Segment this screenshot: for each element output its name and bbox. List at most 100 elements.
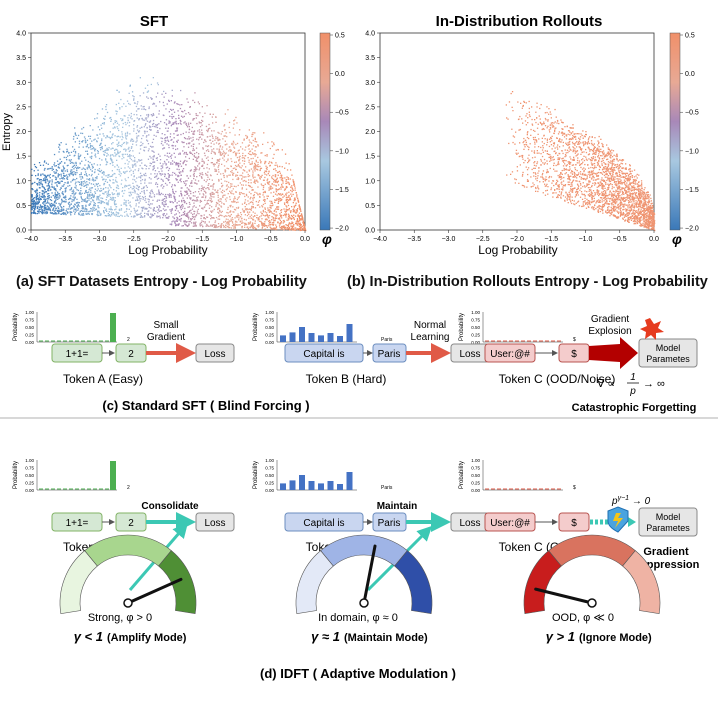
xtick-label: −2.5 [127, 236, 141, 243]
probability-bar-chart: 1.00 0.75 0.50 0.25 0.00 Probability [459, 310, 563, 345]
caption-d: (d) IDFT ( Adaptive Modulation ) [260, 666, 456, 681]
c-b-flow: Capital is Paris Loss Normal Learning To… [284, 320, 490, 386]
sft-title: SFT [140, 13, 168, 30]
xtick-label: −4.0 [24, 236, 38, 243]
c-c-model-2: Parametes [646, 354, 690, 364]
bar [280, 335, 286, 342]
bar-tick: 0.25 [471, 333, 480, 338]
bar-ylabel: Probability [459, 313, 465, 341]
gauge-maintain [295, 534, 433, 614]
d-c-model-2: Parametes [646, 523, 690, 533]
xtick-label: −4.0 [373, 236, 387, 243]
d-c-formula: pγ−1 → 0 [611, 495, 651, 507]
bar-tick: 1.00 [25, 310, 34, 315]
idr-xticks: −4.0 −3.5 −3.0 −2.5 −2.0 −1.5 −1.0 −0.5 0.0 [373, 230, 659, 243]
c-c-model-box [638, 338, 698, 368]
idr-title: In-Distribution Rollouts [436, 13, 603, 30]
c-a-arrow-label-1: Small [153, 320, 178, 331]
colorbar-tick: −2.0 [685, 226, 699, 233]
xtick-label: −0.5 [613, 236, 627, 243]
xtick-label: −2.0 [161, 236, 175, 243]
gauge-ignore [523, 534, 661, 614]
bar [289, 480, 296, 490]
bar-tick: 0.75 [265, 466, 274, 471]
d-b-loss: Loss [459, 518, 480, 529]
xtick-label: −3.5 [407, 236, 421, 243]
bar-tick: 0.50 [471, 325, 480, 330]
ytick-label: 3.5 [365, 55, 375, 62]
mode-c-sym: γ > 1 [546, 629, 575, 644]
bar-tick: 1.00 [471, 458, 480, 463]
bar [346, 472, 353, 490]
caption-c: (c) Standard SFT ( Blind Forcing ) [102, 398, 309, 413]
bar-tick: 0.75 [471, 318, 480, 323]
colorbar-tick: −0.5 [685, 110, 699, 117]
colorbar-tick: −1.0 [335, 148, 349, 155]
d-b-arrow-label: Maintain [377, 501, 418, 512]
d-b-input: Capital is [303, 518, 344, 529]
c-c-flow: User:@# $ Model Parametes Gradient Explo… [484, 314, 698, 397]
c-b-arrow-label-2: Learning [411, 332, 450, 343]
probability-bar-chart: 1.00 0.75 0.50 0.25 0.00 Probability [13, 458, 117, 493]
mode-c: (Ignore Mode) [579, 632, 652, 644]
xtick-label: −1.5 [195, 236, 209, 243]
xtick-label: −3.5 [58, 236, 72, 243]
ytick-label: 3.0 [365, 80, 375, 87]
bar-tick: 0.50 [471, 473, 480, 478]
xtick-label: −3.0 [442, 236, 456, 243]
bar [299, 475, 305, 490]
mode-a: (Amplify Mode) [107, 632, 187, 644]
bar-sub-label: Paris [381, 485, 393, 491]
bar-tick: 0.50 [265, 325, 274, 330]
c-c-token: Token C (OOD/Noise) [499, 372, 616, 386]
d-c-output: $ [571, 518, 577, 529]
xtick-label: −2.0 [510, 236, 524, 243]
sft-xlabel: Log Probability [128, 243, 207, 257]
bar [280, 483, 286, 490]
ytick-label: 2.0 [365, 129, 375, 136]
ytick-label: 0.5 [16, 203, 26, 210]
ytick-label: 2.0 [16, 129, 26, 136]
bar-tick: 0.00 [265, 488, 274, 493]
formula-den: p [629, 386, 636, 397]
probability-bar-chart: 1.00 0.75 0.50 0.25 0.00 Probability [253, 458, 357, 493]
diagram: 1.00 0.75 0.50 0.25 0.00 Probability 1.00 0.75 0… [0, 310, 718, 681]
sft-xticks: −4.0 −3.5 −3.0 −2.5 −2.0 −1.5 −1.0 −0.5 0.0 [24, 230, 310, 243]
c-b-token: Token B (Hard) [306, 372, 387, 386]
xtick-label: −3.0 [93, 236, 107, 243]
bar-ylabel: Probability [13, 461, 19, 489]
ytick-label: 3.0 [16, 80, 26, 87]
c-c-arrow-label-1: Gradient [591, 314, 630, 325]
bar-ylabel: Probability [253, 313, 259, 341]
colorbar-tick: 0.5 [335, 33, 345, 40]
bar [299, 327, 305, 342]
colorbar-tick: 0.0 [685, 71, 695, 78]
ytick-label: 2.5 [365, 104, 375, 111]
xtick-label: 0.0 [300, 236, 310, 243]
bar [337, 336, 343, 342]
bar-tick: 0.00 [471, 488, 480, 493]
sft-colorbar [319, 32, 331, 231]
gauge-c-label: OOD, φ ≪ 0 [552, 612, 614, 624]
xtick-label: −0.5 [264, 236, 278, 243]
colorbar-tick: −0.5 [335, 110, 349, 117]
ytick-label: 4.0 [365, 31, 375, 38]
bar [346, 324, 353, 342]
d-a-loss: Loss [204, 518, 225, 529]
idr-xlabel: Log Probability [478, 243, 557, 257]
d-b-output: Paris [378, 518, 401, 529]
ytick-label: 2.5 [16, 104, 26, 111]
bar-tick: 0.00 [471, 340, 480, 345]
ytick-label: 0.5 [365, 203, 375, 210]
bar [318, 335, 324, 342]
xtick-label: −1.5 [544, 236, 558, 243]
sft-plot: SFT −4.0 −3.5 −3.0 −2.5 −2.0 −1.5 −1.0 −0.5 0.0 … [1, 13, 349, 257]
bar-tick: 0.50 [265, 473, 274, 478]
ytick-label: 1.0 [365, 178, 375, 185]
c-b-arrow-label-1: Normal [414, 320, 446, 331]
bar-tick: 0.25 [25, 481, 34, 486]
bar-ylabel: Probability [253, 461, 259, 489]
bar [308, 333, 315, 342]
d-c-model-box [638, 507, 698, 537]
bar-sub-label: $ [573, 485, 576, 491]
